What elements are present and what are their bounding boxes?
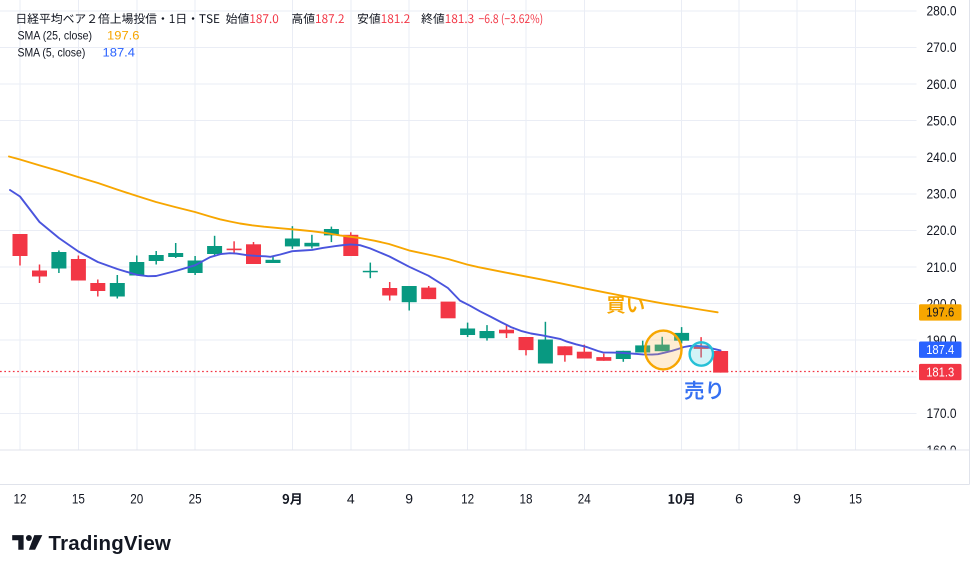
svg-text:170.0: 170.0 bbox=[927, 406, 957, 421]
svg-text:197.6: 197.6 bbox=[926, 305, 954, 320]
svg-text:TradingView: TradingView bbox=[49, 532, 172, 555]
svg-text:6: 6 bbox=[735, 491, 743, 507]
svg-text:SMA (25, close): SMA (25, close) bbox=[18, 28, 93, 42]
svg-text:9: 9 bbox=[793, 491, 801, 507]
svg-text:9: 9 bbox=[405, 491, 413, 507]
svg-text:197.6: 197.6 bbox=[107, 28, 140, 42]
svg-text:270.0: 270.0 bbox=[927, 40, 957, 55]
svg-text:280.0: 280.0 bbox=[927, 4, 957, 19]
svg-text:25: 25 bbox=[189, 491, 202, 507]
svg-text:18: 18 bbox=[520, 491, 533, 507]
svg-text:4: 4 bbox=[347, 491, 355, 507]
svg-text:SMA (5, close): SMA (5, close) bbox=[18, 46, 86, 60]
svg-text:15: 15 bbox=[72, 491, 85, 507]
svg-text:187.4: 187.4 bbox=[103, 46, 136, 60]
svg-text:250.0: 250.0 bbox=[927, 113, 957, 128]
svg-text:187.4: 187.4 bbox=[926, 342, 954, 357]
svg-text:220.0: 220.0 bbox=[927, 223, 957, 238]
svg-text:210.0: 210.0 bbox=[927, 260, 957, 275]
svg-text:12: 12 bbox=[14, 491, 27, 507]
svg-text:12: 12 bbox=[461, 491, 474, 507]
svg-text:181.3: 181.3 bbox=[926, 364, 954, 379]
svg-text:230.0: 230.0 bbox=[927, 187, 957, 202]
svg-text:15: 15 bbox=[849, 491, 862, 507]
svg-text:24: 24 bbox=[578, 491, 591, 507]
svg-text:20: 20 bbox=[130, 491, 143, 507]
svg-text:260.0: 260.0 bbox=[927, 77, 957, 92]
svg-text:240.0: 240.0 bbox=[927, 150, 957, 165]
